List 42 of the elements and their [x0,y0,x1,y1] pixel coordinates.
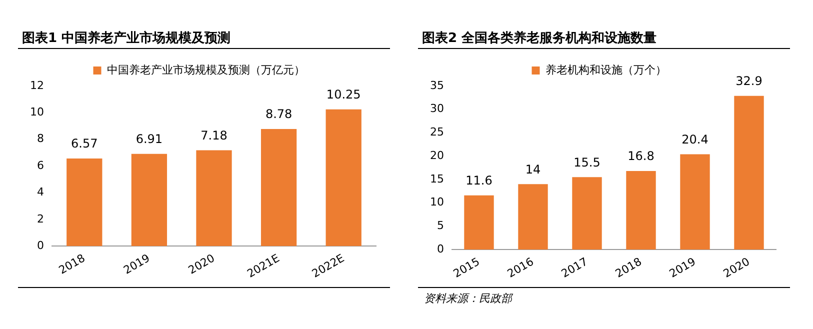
data-label: 20.4 [682,132,708,146]
y-tick-label: 10 [430,196,444,209]
bar [260,128,297,246]
y-tick-label: 30 [430,102,444,116]
y-tick-label: 35 [430,78,444,92]
data-label: 14 [525,162,541,176]
data-label: 6.91 [136,132,163,146]
y-tick-label: 2 [36,212,44,226]
data-label: 8.78 [265,107,292,122]
y-tick-label: 0 [436,242,444,256]
data-label: 7.18 [200,128,228,142]
data-label: 32.9 [736,74,762,88]
bar [680,154,710,250]
text: 资料来源：民政部 [418,287,790,308]
y-tick-label: 6 [36,158,44,172]
y-tick-label: 20 [430,148,444,162]
data-label: 6.57 [71,136,98,151]
chart-title: 图表1 中国养老产业市场规模及预测 [18,26,390,49]
legend-label: 中国养老产业市场规模及预测（万亿元） [106,63,305,76]
bar [572,177,602,250]
legend-label: 养老机构和设施（万个） [545,63,666,76]
bar [734,96,764,250]
bar [131,154,168,246]
y-tick-label: 0 [36,238,44,252]
y-tick-label: 15 [430,172,444,186]
y-tick-label: 25 [430,126,444,139]
y-tick-label: 5 [436,219,444,232]
bar [518,184,548,250]
data-label: 15.5 [574,155,600,170]
bar [464,195,494,250]
data-label: 16.8 [628,149,654,164]
bar [326,109,362,246]
bar [196,150,232,246]
chart-title: 图表2 全国各类养老服务机构和设施数量 [418,26,790,49]
y-tick-label: 4 [36,186,44,199]
bar [626,171,656,250]
y-tick-label: 12 [30,78,44,92]
bar [66,158,102,246]
data-label: 10.25 [326,87,361,102]
data-label: 11.6 [466,173,492,188]
y-tick-label: 10 [30,106,44,119]
y-tick-label: 8 [36,132,44,146]
